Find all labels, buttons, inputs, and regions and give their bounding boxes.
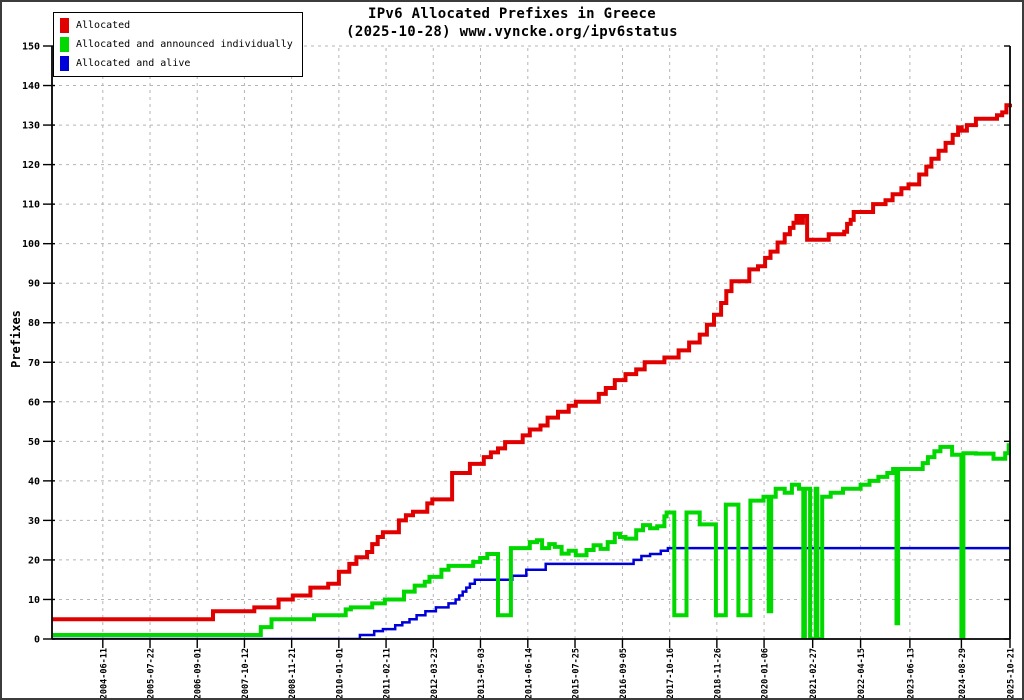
legend-swatch <box>60 18 69 33</box>
x-tick-labels: 2004-06-11 2005-07-22 2006-09-01 2007-10-12… <box>99 648 1017 699</box>
x-tick-label: 2010-01-01 <box>335 648 345 699</box>
y-tick-label: 10 <box>28 595 40 606</box>
series-line-allocated-and-alive <box>52 546 1010 639</box>
legend-label: Allocated <box>76 20 131 31</box>
series-line-allocated-and-announced-individually <box>52 443 1011 639</box>
x-tick-label: 2020-01-06 <box>761 648 771 699</box>
x-tick-label: 2008-11-21 <box>288 648 298 699</box>
x-tick-label: 2005-07-22 <box>147 648 157 699</box>
x-tick-label: 2021-02-27 <box>809 648 819 699</box>
x-tick-label: 2007-10-12 <box>241 648 251 699</box>
x-tick-label: 2004-06-11 <box>99 648 109 699</box>
x-tick-label: 2018-11-26 <box>713 648 723 699</box>
x-tick-label: 2023-06-13 <box>906 648 916 699</box>
legend-swatch <box>60 37 69 52</box>
x-tick-label: 2022-04-15 <box>857 648 867 699</box>
x-tick-label: 2024-08-29 <box>958 648 968 699</box>
legend-label: Allocated and announced individually <box>76 39 293 50</box>
y-tick-label: 20 <box>28 555 40 566</box>
legend-item: Allocated <box>60 16 293 35</box>
y-tick-label: 30 <box>28 516 40 527</box>
axis-layer <box>43 45 1011 648</box>
x-tick-label: 2014-06-14 <box>524 648 534 699</box>
grid-layer <box>52 45 1011 639</box>
y-tick-labels: 0 10 20 30 40 50 60 70 80 90 100 110 120 130 140 150 <box>22 42 40 646</box>
y-tick-label: 60 <box>28 397 40 408</box>
legend-item: Allocated and announced individually <box>60 35 293 54</box>
x-tick-label: 2013-05-03 <box>477 648 487 699</box>
series-line-allocated <box>52 103 1012 622</box>
y-tick-label: 0 <box>34 635 40 646</box>
legend: Allocated Allocated and announced individ… <box>53 12 303 77</box>
chart-subtitle: (2025-10-28) www.vyncke.org/ipv6status <box>346 24 678 40</box>
x-tick-label: 2025-10-21 <box>1007 648 1017 699</box>
y-tick-label: 70 <box>28 358 40 369</box>
legend-label: Allocated and alive <box>76 58 191 69</box>
x-tick-label: 2011-02-11 <box>383 648 393 699</box>
x-tick-label: 2016-09-05 <box>619 648 629 699</box>
y-tick-label: 80 <box>28 318 40 329</box>
x-tick-label: 2015-07-25 <box>572 648 582 699</box>
y-tick-label: 40 <box>28 476 40 487</box>
y-tick-label: 130 <box>22 121 40 132</box>
y-tick-label: 120 <box>22 160 40 171</box>
chart-title: IPv6 Allocated Prefixes in Greece <box>367 6 657 22</box>
x-tick-label: 2012-03-23 <box>430 648 440 699</box>
y-tick-label: 90 <box>28 279 40 290</box>
y-tick-label: 50 <box>28 437 40 448</box>
y-tick-label: 110 <box>22 200 40 211</box>
legend-item: Allocated and alive <box>60 54 293 73</box>
y-tick-label: 150 <box>22 42 40 53</box>
x-tick-label: 2017-10-16 <box>666 648 676 699</box>
x-tick-label: 2006-09-01 <box>194 648 204 699</box>
y-tick-label: 100 <box>22 239 40 250</box>
series-layer <box>52 103 1012 639</box>
legend-swatch <box>60 56 69 71</box>
y-tick-label: 140 <box>22 81 40 92</box>
